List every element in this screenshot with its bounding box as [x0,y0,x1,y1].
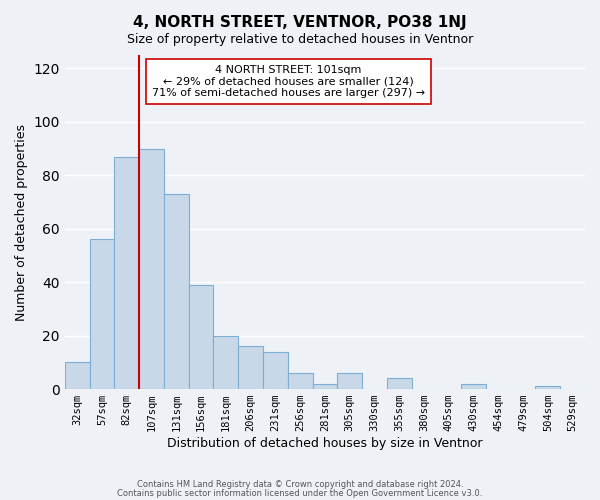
Text: Contains public sector information licensed under the Open Government Licence v3: Contains public sector information licen… [118,489,482,498]
Text: 4, NORTH STREET, VENTNOR, PO38 1NJ: 4, NORTH STREET, VENTNOR, PO38 1NJ [133,15,467,30]
Text: 4 NORTH STREET: 101sqm
← 29% of detached houses are smaller (124)
71% of semi-de: 4 NORTH STREET: 101sqm ← 29% of detached… [152,65,425,98]
Bar [164,194,188,389]
Bar [139,148,164,389]
Bar [238,346,263,389]
Bar [65,362,89,389]
Bar [337,373,362,389]
Bar [188,285,214,389]
Y-axis label: Number of detached properties: Number of detached properties [15,124,28,320]
Text: Contains HM Land Registry data © Crown copyright and database right 2024.: Contains HM Land Registry data © Crown c… [137,480,463,489]
Bar [387,378,412,389]
Bar [313,384,337,389]
Bar [535,386,560,389]
Bar [89,240,115,389]
Bar [115,156,139,389]
Bar [214,336,238,389]
Bar [288,373,313,389]
Text: Size of property relative to detached houses in Ventnor: Size of property relative to detached ho… [127,32,473,46]
Bar [461,384,486,389]
Bar [263,352,288,389]
X-axis label: Distribution of detached houses by size in Ventnor: Distribution of detached houses by size … [167,437,482,450]
